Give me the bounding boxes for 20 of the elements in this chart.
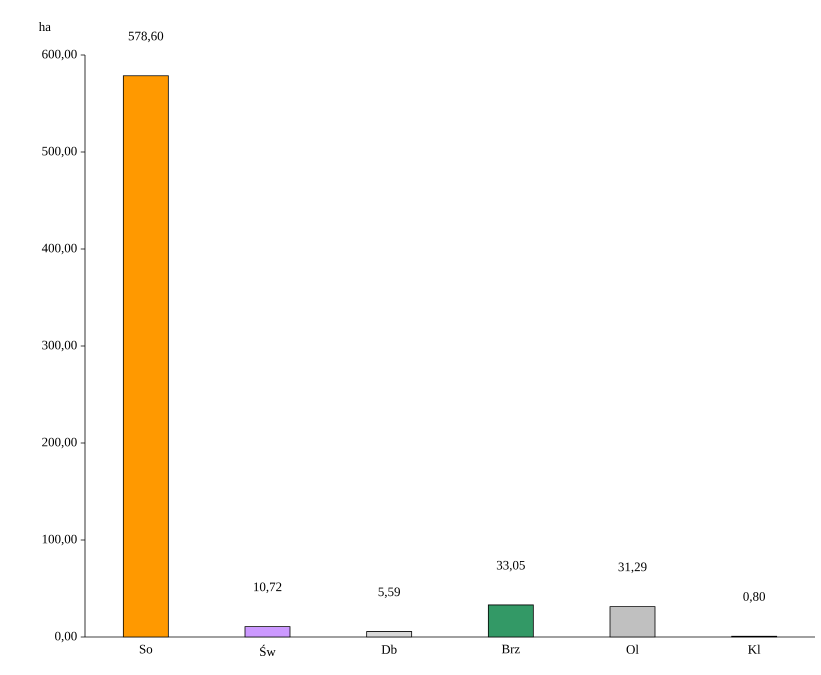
data-label: 33,05: [496, 560, 525, 572]
y-tick-label: 600,00: [42, 50, 77, 60]
y-tick-label: 300,00: [42, 340, 77, 352]
x-tick-label: Kl: [748, 644, 760, 654]
data-label: 10,72: [254, 582, 282, 594]
x-tick-label: Ol: [626, 644, 639, 654]
y-tick-label: 500,00: [42, 146, 77, 158]
x-tick-label: Db: [382, 644, 397, 654]
data-label: 0,80: [743, 592, 766, 603]
data-label: 5,59: [378, 587, 400, 598]
data-label: 31,29: [618, 562, 647, 574]
y-tick-label: 100,00: [42, 534, 77, 546]
x-tick-label: Św: [260, 644, 276, 656]
x-tick-label: So: [140, 644, 152, 654]
y-tick-label: 200,00: [42, 438, 77, 448]
y-axis-title: ha: [38, 22, 51, 32]
y-tick-label: 400,00: [42, 244, 77, 254]
data-label: 578,60: [128, 32, 164, 42]
y-tick-label: 0,00: [55, 632, 77, 642]
x-tick-label: Brz: [502, 644, 520, 654]
